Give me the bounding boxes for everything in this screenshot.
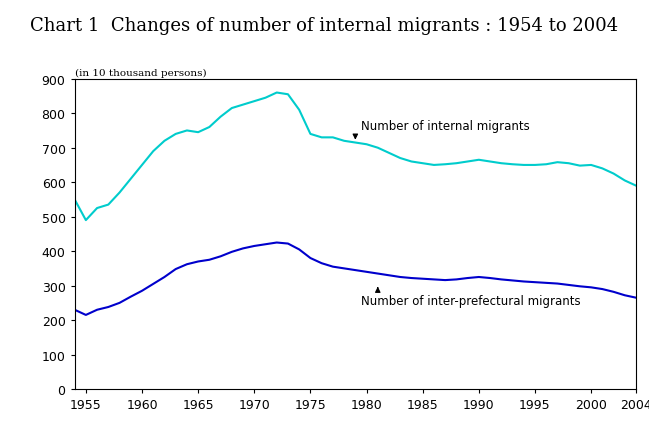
- Text: Number of inter-prefectural migrants: Number of inter-prefectural migrants: [361, 295, 581, 307]
- Text: (in 10 thousand persons): (in 10 thousand persons): [75, 68, 206, 77]
- Text: Chart 1  Changes of number of internal migrants : 1954 to 2004: Chart 1 Changes of number of internal mi…: [31, 17, 618, 35]
- Text: Number of internal migrants: Number of internal migrants: [361, 120, 530, 133]
